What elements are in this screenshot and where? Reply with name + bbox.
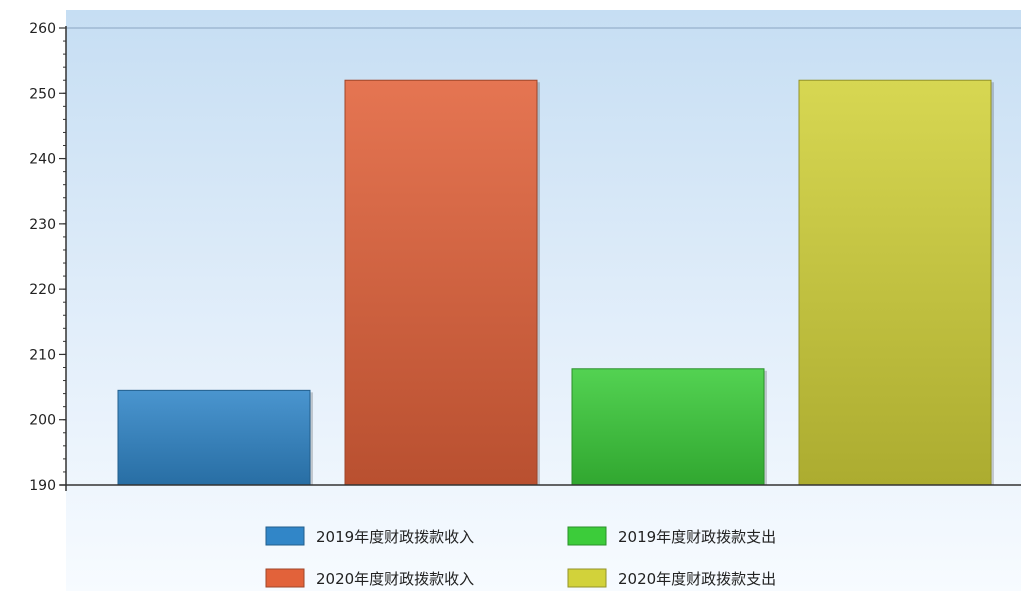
bar[interactable] bbox=[571, 368, 765, 486]
y-tick-label: 200 bbox=[29, 413, 56, 429]
legend-swatch bbox=[265, 526, 305, 546]
legend-swatch bbox=[265, 568, 305, 588]
bar[interactable] bbox=[117, 389, 311, 486]
y-tick-label: 250 bbox=[29, 86, 56, 102]
legend-item[interactable]: 2019年度财政拨款支出 bbox=[567, 526, 776, 546]
y-tick-label: 240 bbox=[29, 152, 56, 168]
legend-label: 2020年度财政拨款收入 bbox=[316, 570, 474, 588]
bar[interactable] bbox=[798, 79, 992, 486]
bar[interactable] bbox=[344, 79, 538, 486]
y-tick-label: 260 bbox=[29, 21, 56, 37]
legend-label: 2019年度财政拨款收入 bbox=[316, 528, 474, 546]
legend-label: 2019年度财政拨款支出 bbox=[618, 528, 776, 546]
y-tick-label: 210 bbox=[29, 347, 56, 363]
y-tick-label: 220 bbox=[29, 282, 56, 298]
y-tick-label: 230 bbox=[29, 217, 56, 233]
legend-swatch bbox=[567, 526, 607, 546]
legend-item[interactable]: 2019年度财政拨款收入 bbox=[265, 526, 474, 546]
legend-item[interactable]: 2020年度财政拨款支出 bbox=[567, 568, 776, 588]
legend-label: 2020年度财政拨款支出 bbox=[618, 570, 776, 588]
legend-item[interactable]: 2020年度财政拨款收入 bbox=[265, 568, 474, 588]
y-axis: 190 200 210 220 230 240 250 260 bbox=[29, 21, 1021, 494]
y-tick-label: 190 bbox=[29, 478, 56, 494]
bars-layer bbox=[117, 79, 994, 486]
legend: 2019年度财政拨款收入 2019年度财政拨款支出 2020年度财政拨款收入 2020… bbox=[265, 526, 776, 588]
legend-swatch bbox=[567, 568, 607, 588]
